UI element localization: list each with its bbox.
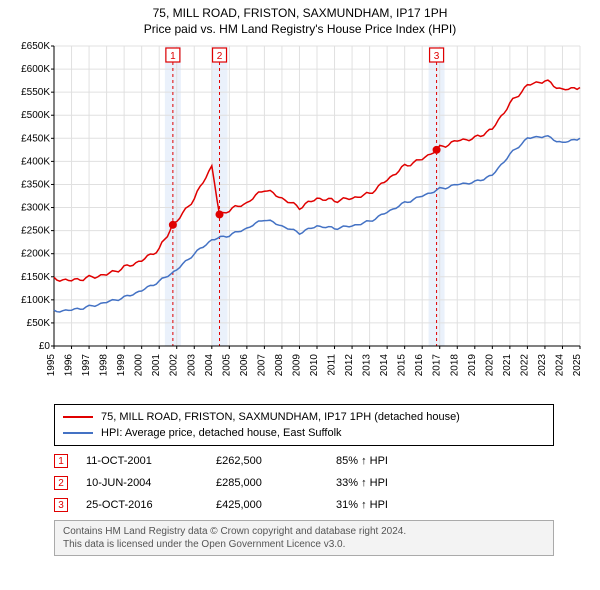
- svg-text:£400K: £400K: [21, 156, 50, 167]
- svg-text:2012: 2012: [344, 354, 355, 377]
- svg-text:£650K: £650K: [21, 41, 50, 52]
- svg-text:£150K: £150K: [21, 272, 50, 283]
- svg-text:2019: 2019: [467, 354, 478, 377]
- svg-text:2009: 2009: [291, 354, 302, 377]
- legend-item-property: 75, MILL ROAD, FRISTON, SAXMUNDHAM, IP17…: [63, 409, 545, 425]
- svg-text:2016: 2016: [414, 354, 425, 377]
- event-hpi: 31% ↑ HPI: [336, 499, 456, 511]
- footer-line: This data is licensed under the Open Gov…: [63, 538, 545, 551]
- svg-text:2010: 2010: [309, 354, 320, 377]
- svg-text:2005: 2005: [221, 354, 232, 377]
- chart-svg: £0 £50K £100K £150K £200K £250K £300K £350K £400…: [10, 40, 590, 400]
- svg-text:£100K: £100K: [21, 295, 50, 306]
- svg-text:2007: 2007: [256, 354, 267, 377]
- event-row: 3 25-OCT-2016 £425,000 31% ↑ HPI: [54, 494, 586, 516]
- legend-swatch-property: [63, 416, 93, 418]
- svg-text:2008: 2008: [274, 354, 285, 377]
- event-date: 11-OCT-2001: [86, 455, 216, 467]
- event-price: £285,000: [216, 477, 336, 489]
- svg-text:1996: 1996: [64, 354, 75, 377]
- svg-text:2003: 2003: [186, 354, 197, 377]
- event-row: 1 11-OCT-2001 £262,500 85% ↑ HPI: [54, 450, 586, 472]
- svg-text:£500K: £500K: [21, 110, 50, 121]
- chart-titles: 75, MILL ROAD, FRISTON, SAXMUNDHAM, IP17…: [10, 6, 590, 36]
- sale-events: 1 11-OCT-2001 £262,500 85% ↑ HPI 2 10-JU…: [54, 450, 586, 516]
- svg-text:£550K: £550K: [21, 87, 50, 98]
- svg-text:2001: 2001: [151, 354, 162, 377]
- event-date: 10-JUN-2004: [86, 477, 216, 489]
- svg-text:2018: 2018: [449, 354, 460, 377]
- svg-text:2022: 2022: [519, 354, 530, 377]
- legend: 75, MILL ROAD, FRISTON, SAXMUNDHAM, IP17…: [54, 404, 554, 446]
- svg-text:3: 3: [434, 51, 440, 62]
- svg-text:1998: 1998: [99, 354, 110, 377]
- svg-text:2015: 2015: [397, 354, 408, 377]
- svg-text:2024: 2024: [554, 354, 565, 377]
- svg-text:2004: 2004: [204, 354, 215, 377]
- legend-item-hpi: HPI: Average price, detached house, East…: [63, 425, 545, 441]
- svg-text:1: 1: [170, 51, 176, 62]
- svg-text:2: 2: [217, 51, 223, 62]
- svg-text:£200K: £200K: [21, 249, 50, 260]
- svg-text:2023: 2023: [537, 354, 548, 377]
- event-marker-icon: 3: [54, 498, 68, 512]
- event-hpi: 33% ↑ HPI: [336, 477, 456, 489]
- svg-text:£250K: £250K: [21, 226, 50, 237]
- attribution-footer: Contains HM Land Registry data © Crown c…: [54, 520, 554, 556]
- svg-text:2017: 2017: [432, 354, 443, 377]
- page: 75, MILL ROAD, FRISTON, SAXMUNDHAM, IP17…: [0, 0, 600, 590]
- svg-text:2025: 2025: [572, 354, 583, 377]
- event-marker-icon: 1: [54, 454, 68, 468]
- title-subtitle: Price paid vs. HM Land Registry's House …: [10, 22, 590, 36]
- svg-text:2002: 2002: [169, 354, 180, 377]
- svg-text:2020: 2020: [484, 354, 495, 377]
- svg-text:2021: 2021: [502, 354, 513, 377]
- title-address: 75, MILL ROAD, FRISTON, SAXMUNDHAM, IP17…: [10, 6, 590, 20]
- svg-text:2013: 2013: [362, 354, 373, 377]
- svg-text:£300K: £300K: [21, 203, 50, 214]
- svg-text:£600K: £600K: [21, 64, 50, 75]
- event-marker-icon: 2: [54, 476, 68, 490]
- footer-line: Contains HM Land Registry data © Crown c…: [63, 525, 545, 538]
- svg-text:2011: 2011: [327, 354, 338, 376]
- event-price: £425,000: [216, 499, 336, 511]
- svg-text:1997: 1997: [81, 354, 92, 377]
- event-price: £262,500: [216, 455, 336, 467]
- event-hpi: 85% ↑ HPI: [336, 455, 456, 467]
- svg-text:2014: 2014: [379, 354, 390, 377]
- svg-text:£0: £0: [39, 341, 51, 352]
- svg-text:2006: 2006: [239, 354, 250, 377]
- svg-text:£50K: £50K: [27, 318, 51, 329]
- svg-text:£450K: £450K: [21, 133, 50, 144]
- svg-text:£350K: £350K: [21, 179, 50, 190]
- legend-label-property: 75, MILL ROAD, FRISTON, SAXMUNDHAM, IP17…: [101, 411, 460, 423]
- svg-text:1995: 1995: [46, 354, 57, 377]
- event-row: 2 10-JUN-2004 £285,000 33% ↑ HPI: [54, 472, 586, 494]
- price-chart: £0 £50K £100K £150K £200K £250K £300K £350K £400…: [10, 40, 590, 400]
- legend-swatch-hpi: [63, 432, 93, 434]
- event-date: 25-OCT-2016: [86, 499, 216, 511]
- svg-text:1999: 1999: [116, 354, 127, 377]
- svg-text:2000: 2000: [134, 354, 145, 377]
- legend-label-hpi: HPI: Average price, detached house, East…: [101, 427, 342, 439]
